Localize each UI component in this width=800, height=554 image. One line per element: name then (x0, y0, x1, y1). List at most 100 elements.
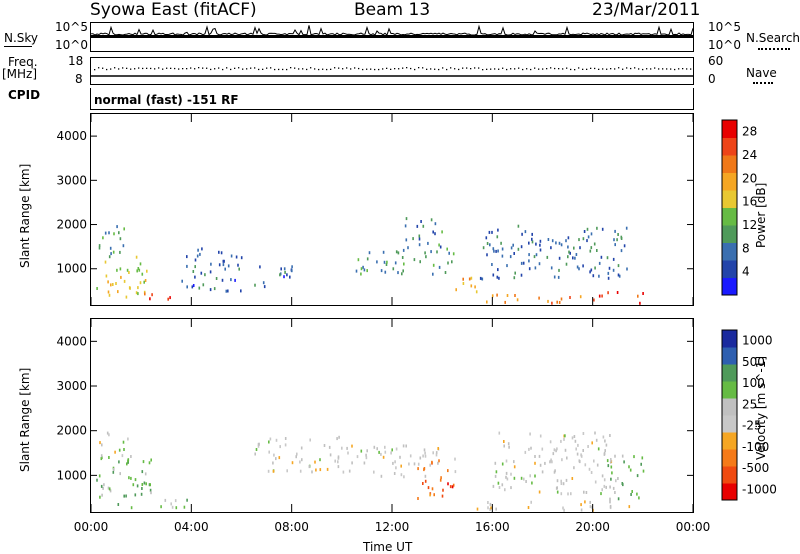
power-cell (474, 285, 476, 289)
velocity-cell (143, 481, 146, 485)
velocity-cell (142, 460, 145, 464)
power-cell (412, 237, 414, 241)
velocity-cell (272, 469, 275, 473)
velocity-cell (141, 487, 143, 490)
freq-dot (574, 69, 576, 71)
velocity-cell (513, 460, 515, 464)
x-tick-label: 12:00 (375, 520, 410, 534)
velocity-colorbar-segment (722, 347, 737, 365)
velocity-cell (363, 461, 366, 465)
velocity-cell (629, 468, 632, 472)
velocity-cell (594, 480, 597, 484)
velocity-cell (150, 491, 152, 495)
freq-dot (470, 68, 472, 70)
power-cell (553, 275, 556, 279)
power-cell (531, 232, 533, 236)
freq-dot (354, 67, 356, 69)
freq-dot (258, 68, 260, 71)
x-tick-label: 20:00 (575, 520, 610, 534)
velocity-colorbar-segment (722, 415, 737, 433)
freq-dot (378, 68, 380, 71)
power-cell (560, 297, 563, 301)
power-cell (192, 270, 195, 273)
velocity-cell (127, 437, 129, 441)
power-cell (116, 225, 118, 229)
power-cell (575, 253, 578, 256)
power-cell (586, 239, 588, 243)
velocity-cell (495, 470, 498, 474)
power-cell (488, 230, 491, 234)
power-cell (479, 276, 482, 280)
velocity-cell (556, 447, 558, 451)
velocity-cell (164, 498, 167, 502)
velocity-cell (523, 477, 525, 481)
velocity-cell (329, 453, 332, 457)
power-cell (240, 256, 243, 260)
velocity-cell (419, 456, 422, 460)
power-cell (535, 242, 537, 246)
velocity-cell (437, 447, 439, 450)
power-cell (279, 273, 281, 277)
velocity-cell (438, 459, 440, 463)
velocity-cell (126, 462, 128, 466)
power-cell (427, 241, 429, 245)
power-cell (141, 272, 144, 276)
freq-dot (402, 67, 404, 69)
power-cell (209, 270, 212, 274)
freq-dot (142, 67, 144, 70)
velocity-cell (392, 461, 394, 465)
power-cell (407, 246, 409, 250)
velocity-cell (399, 455, 401, 459)
velocity-cell (417, 462, 420, 466)
power-cell (528, 253, 530, 257)
power-cell (558, 301, 561, 304)
freq-dot (298, 68, 300, 70)
power-cell (572, 256, 574, 260)
cpid-panel (90, 88, 694, 110)
freq-dot (650, 68, 652, 70)
velocity-cell (631, 490, 633, 493)
velocity-cell (603, 478, 606, 482)
velocity-cell (582, 432, 585, 435)
power-cell (115, 282, 117, 285)
freq-dot (138, 67, 140, 69)
freq-dot (202, 67, 204, 69)
power-cell (462, 277, 464, 281)
power-colorbar-tick-label: 4 (742, 265, 750, 279)
velocity-cell (614, 454, 616, 458)
velocity-cell (356, 455, 359, 459)
power-cell (593, 242, 596, 246)
velocity-cell (269, 437, 272, 441)
power-cell (138, 268, 141, 272)
power-cell (218, 250, 220, 254)
freq-dot (550, 67, 552, 69)
velocity-cell (582, 449, 584, 452)
velocity-cell (497, 481, 500, 485)
velocity-cell (273, 453, 275, 457)
power-cell (551, 239, 554, 243)
velocity-cell (328, 445, 331, 449)
velocity-cell (112, 470, 115, 474)
velocity-cell (432, 451, 434, 455)
power-cell (550, 266, 553, 270)
power-cell (128, 271, 130, 274)
velocity-ytick-label: 2000 (56, 424, 87, 438)
power-cell (514, 271, 516, 275)
power-colorbar-tick-label: 12 (742, 218, 757, 232)
velocity-cell (524, 450, 527, 454)
velocity-cell (319, 458, 321, 462)
power-cell (104, 260, 107, 264)
velocity-cell (108, 487, 111, 491)
velocity-cell (611, 471, 613, 475)
velocity-cell (501, 483, 504, 487)
power-colorbar-segment (722, 225, 737, 243)
velocity-cell (441, 494, 444, 498)
velocity-cell (299, 460, 301, 464)
power-cell (108, 255, 111, 259)
power-colorbar-segment (722, 155, 737, 173)
power-cell (485, 236, 488, 240)
velocity-cell (315, 468, 317, 472)
velocity-cell (299, 469, 302, 473)
power-cell (613, 238, 615, 242)
power-cell (401, 272, 403, 276)
